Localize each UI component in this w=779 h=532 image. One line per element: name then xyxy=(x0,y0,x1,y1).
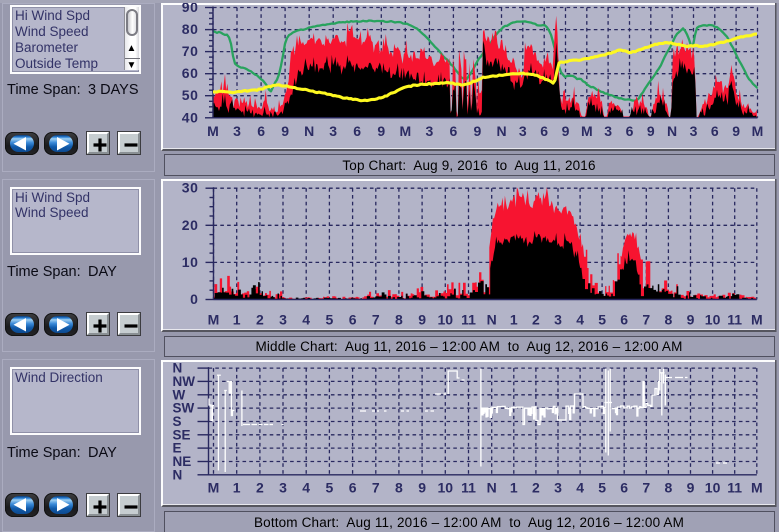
svg-text:5: 5 xyxy=(598,311,606,327)
svg-text:8: 8 xyxy=(395,479,403,495)
svg-text:7: 7 xyxy=(642,311,650,327)
svg-text:9: 9 xyxy=(732,123,740,139)
svg-text:1: 1 xyxy=(233,311,241,327)
svg-text:6: 6 xyxy=(620,311,628,327)
svg-text:M: M xyxy=(752,123,764,139)
svg-text:40: 40 xyxy=(182,109,199,125)
svg-text:6: 6 xyxy=(349,479,357,495)
svg-text:NE: NE xyxy=(173,454,192,469)
svg-text:3: 3 xyxy=(233,123,241,139)
svg-text:1: 1 xyxy=(233,479,241,495)
svg-text:N: N xyxy=(496,123,506,139)
svg-text:N: N xyxy=(173,467,183,482)
svg-text:7: 7 xyxy=(372,311,380,327)
svg-text:2: 2 xyxy=(256,479,264,495)
svg-text:6: 6 xyxy=(353,123,361,139)
svg-text:10: 10 xyxy=(438,479,454,495)
svg-text:10: 10 xyxy=(705,311,721,327)
svg-text:9: 9 xyxy=(377,123,385,139)
svg-text:11: 11 xyxy=(461,311,476,327)
svg-text:3: 3 xyxy=(279,311,287,327)
svg-text:W: W xyxy=(173,387,186,402)
svg-text:M: M xyxy=(751,311,763,327)
svg-text:9: 9 xyxy=(281,123,289,139)
svg-text:2: 2 xyxy=(532,311,540,327)
svg-text:N: N xyxy=(487,479,497,495)
svg-text:6: 6 xyxy=(540,123,548,139)
svg-text:4: 4 xyxy=(302,479,310,495)
svg-text:3: 3 xyxy=(329,123,337,139)
svg-text:11: 11 xyxy=(727,479,742,495)
svg-text:8: 8 xyxy=(665,479,673,495)
svg-text:2: 2 xyxy=(532,479,540,495)
svg-text:7: 7 xyxy=(642,479,650,495)
svg-text:9: 9 xyxy=(474,123,482,139)
svg-text:E: E xyxy=(173,440,182,455)
svg-text:9: 9 xyxy=(687,311,695,327)
svg-text:N: N xyxy=(304,123,314,139)
svg-text:SW: SW xyxy=(173,400,195,415)
svg-text:4: 4 xyxy=(576,479,584,495)
svg-text:70: 70 xyxy=(182,43,199,59)
svg-text:9: 9 xyxy=(418,311,426,327)
svg-text:3: 3 xyxy=(519,123,527,139)
svg-text:M: M xyxy=(399,123,411,139)
svg-text:S: S xyxy=(173,414,182,429)
svg-text:90: 90 xyxy=(182,3,199,15)
svg-text:8: 8 xyxy=(665,311,673,327)
svg-text:6: 6 xyxy=(711,123,719,139)
svg-text:M: M xyxy=(208,311,220,327)
svg-text:3: 3 xyxy=(690,123,698,139)
svg-text:3: 3 xyxy=(604,123,612,139)
svg-text:11: 11 xyxy=(461,479,476,495)
svg-text:M: M xyxy=(207,123,219,139)
svg-text:NW: NW xyxy=(173,373,196,388)
svg-text:10: 10 xyxy=(438,311,454,327)
svg-text:9: 9 xyxy=(562,123,570,139)
svg-text:3: 3 xyxy=(426,123,434,139)
svg-text:80: 80 xyxy=(182,21,199,37)
svg-text:3: 3 xyxy=(554,479,562,495)
svg-text:20: 20 xyxy=(182,216,199,232)
svg-text:60: 60 xyxy=(182,65,199,81)
svg-text:M: M xyxy=(751,479,763,495)
svg-text:1: 1 xyxy=(510,479,518,495)
svg-text:8: 8 xyxy=(395,311,403,327)
svg-text:4: 4 xyxy=(576,311,584,327)
svg-text:11: 11 xyxy=(727,311,742,327)
svg-text:7: 7 xyxy=(372,479,380,495)
svg-text:9: 9 xyxy=(687,479,695,495)
svg-text:6: 6 xyxy=(257,123,265,139)
svg-text:50: 50 xyxy=(182,87,199,103)
svg-text:10: 10 xyxy=(705,479,721,495)
svg-text:5: 5 xyxy=(598,479,606,495)
svg-text:10: 10 xyxy=(182,253,199,269)
svg-text:M: M xyxy=(208,479,220,495)
svg-text:0: 0 xyxy=(190,291,198,307)
svg-text:30: 30 xyxy=(182,179,199,195)
svg-text:6: 6 xyxy=(620,479,628,495)
svg-text:6: 6 xyxy=(349,311,357,327)
svg-text:N: N xyxy=(667,123,677,139)
svg-text:6: 6 xyxy=(626,123,634,139)
svg-text:5: 5 xyxy=(326,479,334,495)
svg-text:N: N xyxy=(487,311,497,327)
svg-text:6: 6 xyxy=(450,123,458,139)
svg-text:M: M xyxy=(581,123,593,139)
svg-text:3: 3 xyxy=(554,311,562,327)
svg-text:N: N xyxy=(173,360,183,375)
svg-text:3: 3 xyxy=(279,479,287,495)
svg-text:1: 1 xyxy=(510,311,518,327)
svg-text:2: 2 xyxy=(256,311,264,327)
svg-text:9: 9 xyxy=(647,123,655,139)
svg-text:4: 4 xyxy=(302,311,310,327)
svg-text:5: 5 xyxy=(326,311,334,327)
svg-text:SE: SE xyxy=(173,427,191,442)
svg-text:9: 9 xyxy=(418,479,426,495)
